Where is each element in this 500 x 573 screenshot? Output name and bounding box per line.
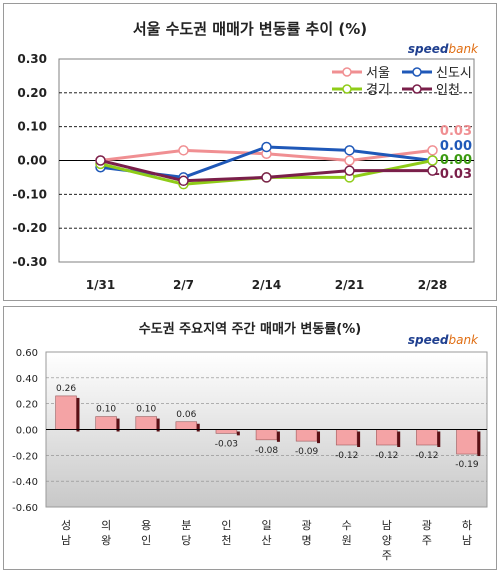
bar-shadow (357, 431, 361, 447)
data-label: -0.19 (455, 460, 479, 470)
x-tick-label: 2/7 (173, 278, 194, 292)
y-tick-label: 0.00 (16, 426, 38, 437)
data-label: -0.03 (215, 439, 238, 449)
bar-shadow (76, 397, 80, 432)
y-tick-label: 0.40 (16, 374, 38, 385)
x-tick-label: 2/28 (418, 278, 447, 292)
y-tick-label: 0.20 (16, 400, 38, 411)
x-tick-label: 1/31 (86, 278, 115, 292)
legend-label: 경기 (366, 83, 390, 98)
bar (55, 395, 77, 430)
y-tick-label: 0.20 (17, 86, 47, 100)
x-tick-label: 2/14 (252, 278, 281, 292)
line-chart-panel: 서울 수도권 매매가 변동률 추이 (%) speedbank 0.30 0.20… (3, 3, 497, 301)
data-point (261, 141, 272, 153)
legend-marker (342, 84, 352, 94)
data-label: -0.08 (255, 446, 279, 456)
data-point (261, 172, 272, 183)
end-value-label: 0.03 (440, 124, 472, 139)
bar-chart-title: 수도권 주요지역 주간 매매가 변동률(%) (138, 322, 362, 337)
bar (215, 429, 238, 434)
y-tick-label: -0.40 (12, 477, 38, 488)
bar-shadow (437, 431, 441, 447)
bar (456, 429, 478, 455)
bar-shadow (477, 431, 481, 457)
end-value-label: -0.03 (435, 167, 472, 182)
data-point (344, 145, 355, 156)
y-tick-label: 0.60 (16, 348, 38, 359)
data-point (427, 165, 438, 176)
legend-marker (342, 67, 352, 77)
bar-chart: 0.60 0.40 0.20 0.00 -0.20 -0.40 -0.60 0.26 0.10 0… (12, 348, 488, 562)
end-value-label: 0.00 (440, 153, 472, 168)
data-point (95, 155, 106, 166)
y-tick-label: -0.20 (12, 221, 47, 235)
bar-shadow (196, 423, 200, 432)
bar (255, 429, 278, 441)
bar-shadow (317, 431, 321, 444)
speedbank-logo: speedbank (407, 42, 478, 56)
data-label: 0.10 (96, 405, 116, 415)
data-point (344, 155, 355, 166)
legend-marker (412, 84, 422, 94)
y-tick-label: -0.10 (12, 187, 47, 201)
legend-label: 서울 (366, 66, 390, 81)
data-label: -0.12 (415, 451, 438, 461)
bar (295, 429, 318, 442)
y-tick-label: -0.60 (12, 503, 38, 514)
data-label: 0.26 (56, 384, 76, 394)
data-point (344, 165, 355, 176)
bar-shadow (236, 431, 240, 436)
bar (95, 416, 117, 430)
data-point (427, 155, 438, 166)
end-value-label: 0.00 (440, 139, 472, 154)
speedbank-logo: speedbank (407, 333, 478, 347)
bar (416, 429, 438, 446)
line-chart: 0.30 0.20 0.10 0.00 -0.10 -0.20 -0.30 1/31 2/7 2/… (12, 52, 475, 292)
bar (376, 429, 398, 446)
bar (335, 429, 358, 446)
data-point (178, 145, 189, 156)
x-tick-label: 2/21 (335, 278, 364, 292)
y-tick-label: 0.10 (17, 120, 47, 134)
y-tick-label: 0.00 (17, 154, 47, 168)
data-point (178, 175, 189, 187)
bar (175, 421, 198, 430)
bar-shadow (397, 431, 401, 447)
data-label: -0.12 (335, 451, 358, 461)
y-tick-label: -0.20 (12, 451, 38, 462)
legend-label: 신도시 (436, 66, 472, 81)
y-tick-label: -0.30 (12, 255, 47, 269)
data-label: 0.10 (136, 405, 156, 415)
data-label: -0.12 (375, 451, 398, 461)
data-label: 0.06 (176, 410, 196, 420)
legend-marker (412, 67, 422, 77)
bar-chart-panel: 수도권 주요지역 주간 매매가 변동률(%) speedbank 0.60 0.4… (3, 306, 497, 570)
legend-label: 인천 (436, 83, 460, 98)
bar-shadow (116, 418, 120, 432)
bar-shadow (156, 418, 160, 432)
y-tick-label: 0.30 (17, 52, 47, 66)
data-point (427, 145, 438, 156)
data-label: -0.09 (295, 447, 319, 457)
line-chart-title: 서울 수도권 매매가 변동률 추이 (%) (132, 20, 368, 38)
bar (135, 416, 157, 430)
bar-shadow (276, 431, 280, 442)
